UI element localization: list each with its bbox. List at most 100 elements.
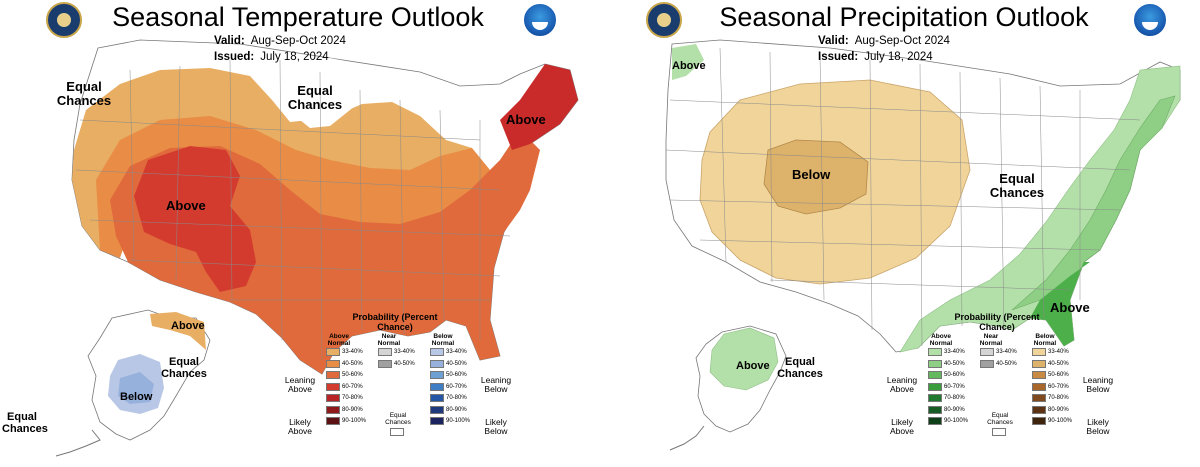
legend-leaning-below: Leaning Below xyxy=(480,375,512,394)
label-ec-hawaii: Equal Chances xyxy=(2,411,48,435)
legend-range-label: 50-60% xyxy=(446,372,467,378)
legend-range-label: 40-50% xyxy=(996,360,1017,367)
legend-col-near: Near Normal xyxy=(377,333,401,347)
legend-swatch-above xyxy=(928,405,942,414)
legend-swatch-above xyxy=(928,371,942,379)
legend-swatch-above xyxy=(326,405,340,414)
legend-swatch-above xyxy=(326,394,340,402)
legend-col-below: Below Normal xyxy=(1033,333,1057,347)
alaska-above xyxy=(150,312,206,350)
label-ec-central: Equal Chances xyxy=(989,171,1045,200)
legend-col-near: Near Normal xyxy=(979,333,1003,347)
legend-swatch-above xyxy=(928,417,942,425)
legend-leaning-below: Leaning Below xyxy=(1082,375,1114,394)
precip-above-50-60-southeast xyxy=(1030,262,1090,346)
label-above-northeast: Above xyxy=(506,112,546,127)
noaa-logo-icon xyxy=(1132,2,1168,38)
legend-swatch-below xyxy=(430,394,444,402)
legend-range-label: 60-70% xyxy=(944,383,965,390)
legend-col-above: Above Normal xyxy=(327,333,351,347)
legend-swatch-above xyxy=(326,348,340,356)
temperature-outlook-panel: Seasonal Temperature Outlook Valid: Aug-S… xyxy=(2,2,579,467)
legend-range-label: 50-60% xyxy=(944,372,965,378)
precipitation-map xyxy=(665,39,1181,451)
temperature-legend: Probability (Percent Chance) Above Norma… xyxy=(280,308,520,467)
legend-range-label: 90-100% xyxy=(944,418,969,424)
legend-likely-below: Likely Below xyxy=(484,417,508,436)
doc-seal-icon xyxy=(46,2,82,38)
legend-range-label: 80-90% xyxy=(446,406,467,413)
legend-swatch-near xyxy=(980,359,994,368)
label-above-alaska: Above xyxy=(736,360,770,372)
precipitation-legend: Probability (Percent Chance) Above Norma… xyxy=(882,308,1122,467)
legend-swatch-below xyxy=(430,382,444,391)
page-title: Seasonal Temperature Outlook xyxy=(112,2,484,32)
label-above-alaska: Above xyxy=(171,320,205,332)
legend-equal-chances: Equal Chances xyxy=(385,412,411,426)
legend-swatch-below xyxy=(1032,394,1046,402)
temp-ec-north xyxy=(270,58,390,128)
legend-swatch-above xyxy=(326,382,340,391)
legend-range-label: 40-50% xyxy=(342,360,363,367)
label-below-alaska: Below xyxy=(120,391,153,403)
legend-range-label: 60-70% xyxy=(446,383,467,390)
legend-equal-chances-swatch xyxy=(390,428,404,436)
label-above-northwest: Above xyxy=(672,60,706,72)
page-title: Seasonal Precipitation Outlook xyxy=(719,2,1089,32)
precipitation-outlook-panel: Seasonal Precipitation Outlook Valid: Aug… xyxy=(600,0,1200,467)
issued-line: Issued: July 18, 2024 xyxy=(214,51,329,63)
legend-swatch-above xyxy=(928,359,942,368)
label-ec-north: Equal Chances xyxy=(287,83,343,112)
temp-above-60-70-northeast xyxy=(500,64,578,150)
legend-range-label: 50-60% xyxy=(1048,372,1069,378)
legend-swatch-below xyxy=(1032,348,1046,356)
alaska-aleutians xyxy=(669,425,705,451)
legend-range-label: 60-70% xyxy=(1048,383,1069,390)
legend-swatch-below xyxy=(430,359,444,368)
legend-swatch-below xyxy=(1032,359,1046,368)
legend-swatch-above xyxy=(326,417,340,425)
legend-swatch-below xyxy=(430,348,444,356)
legend-swatch-near xyxy=(378,348,392,356)
legend-range-label: 50-60% xyxy=(342,372,363,378)
legend-likely-above: Likely Above xyxy=(889,417,915,436)
legend-range-label: 80-90% xyxy=(342,406,363,413)
state-lines xyxy=(665,47,1141,347)
legend-range-label: 33-40% xyxy=(342,349,363,355)
legend-range-label: 90-100% xyxy=(342,418,367,424)
legend-range-label: 90-100% xyxy=(1048,418,1073,424)
legend-title: Probability (Percent Chance) xyxy=(954,312,1040,332)
legend-swatch-above xyxy=(928,382,942,391)
legend-swatch-below xyxy=(1032,371,1046,379)
legend-swatch-above xyxy=(928,348,942,356)
noaa-logo-icon xyxy=(522,2,558,38)
label-below-west: Below xyxy=(792,167,831,182)
legend-range-label: 40-50% xyxy=(1048,360,1069,367)
legend-col-above: Above Normal xyxy=(929,333,953,347)
legend-swatch-above xyxy=(326,371,340,379)
legend-range-label: 70-80% xyxy=(446,395,467,401)
precip-above-northwest xyxy=(672,44,704,80)
legend-leaning-above: Leaning Above xyxy=(886,375,918,394)
legend-range-label: 80-90% xyxy=(944,406,965,413)
legend-range-label: 33-40% xyxy=(944,349,965,355)
legend-range-label: 70-80% xyxy=(342,395,363,401)
legend-swatch-below xyxy=(430,417,444,425)
legend-swatch-below xyxy=(1032,405,1046,414)
label-above-west: Above xyxy=(166,198,206,213)
alaska-aleutians xyxy=(55,429,101,457)
valid-line: Valid: Aug-Sep-Oct 2024 xyxy=(214,35,346,47)
doc-seal-icon xyxy=(646,2,682,38)
legend-swatch-below xyxy=(1032,417,1046,425)
label-above-southeast: Above xyxy=(1050,300,1090,315)
label-ec-northwest: Equal Chances xyxy=(56,79,112,108)
legend-likely-above: Likely Above xyxy=(287,417,313,436)
legend-range-label: 33-40% xyxy=(446,349,467,355)
legend-range-label: 40-50% xyxy=(446,360,467,367)
legend-leaning-above: Leaning Above xyxy=(284,375,316,394)
legend-range-label: 33-40% xyxy=(394,349,415,355)
legend-swatch-below xyxy=(430,405,444,414)
legend-range-label: 33-40% xyxy=(996,349,1017,355)
legend-title: Probability (Percent Chance) xyxy=(352,312,438,332)
valid-line: Valid: Aug-Sep-Oct 2024 xyxy=(818,35,950,47)
